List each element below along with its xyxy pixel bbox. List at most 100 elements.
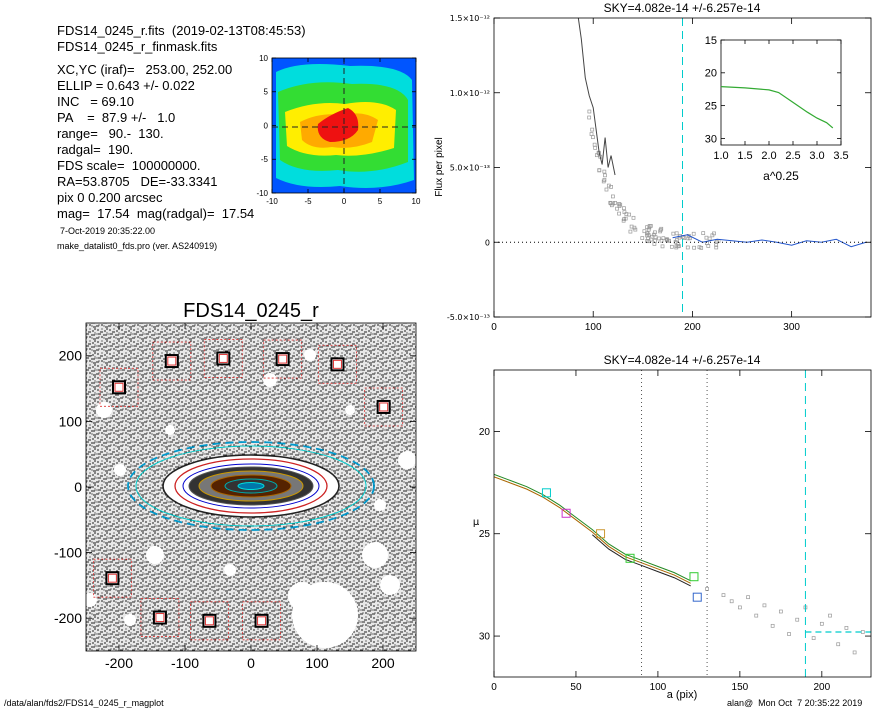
y-tick-label: 200 (59, 348, 83, 364)
y-tick-label: 5 (264, 88, 269, 97)
x-tick-label: 0 (342, 197, 347, 206)
mask-source-inner (155, 613, 165, 623)
inset-axes: 1.0 1.5 2.0 2.5 3.0 3.5 15 20 25 30 (705, 35, 849, 162)
radgal-ellipse (127, 441, 375, 531)
flux-point (677, 244, 681, 248)
flux-point (714, 245, 719, 250)
x-tick-label: 200 (371, 655, 395, 671)
x-tick-label: 1.5 (737, 150, 752, 162)
mu-square (596, 529, 606, 539)
mu-point (762, 603, 767, 608)
mag-line: mag= 17.54 mag(radgal)= 17.54 (57, 206, 255, 221)
y-tick-label: 0 (485, 238, 490, 247)
flux-point (714, 239, 719, 244)
mu-point (860, 630, 865, 634)
y-tick-label: 1.0×10⁻¹² (450, 89, 490, 98)
flux-point (617, 202, 621, 206)
flux-point (685, 245, 690, 250)
flux-point (592, 142, 597, 147)
mu-profile-orange (494, 476, 691, 584)
flux-inset: 1.0 1.5 2.0 2.5 3.0 3.5 15 20 25 30 a^0.25 (705, 35, 849, 183)
mask-source-inner (114, 382, 124, 392)
flux-point (590, 127, 595, 132)
flux-point (622, 206, 626, 211)
mu-scatter (705, 587, 865, 655)
mask-box (203, 339, 243, 378)
mask-box (99, 367, 139, 407)
flux-axes: 0 100 200 300-5.0×10⁻¹³05.0×10⁻¹³1.0×10⁻¹²1… (447, 14, 871, 333)
mask-source-inner (332, 359, 342, 369)
outer-isophote (135, 445, 367, 527)
x-tick-label: 0 (247, 655, 255, 671)
flux-title: SKY=4.082e-14 +/-6.257e-14 (604, 1, 761, 15)
mu-point (778, 609, 783, 614)
mask-source (105, 571, 120, 586)
x-tick-label: 2.5 (785, 150, 800, 162)
mask-source (254, 613, 269, 628)
flux-point (652, 242, 657, 246)
mu-xlabel: a (pix) (667, 689, 698, 701)
mask-box (242, 601, 281, 641)
mask-source (216, 351, 231, 366)
flux-point (604, 187, 609, 192)
x-tick-label: 50 (570, 682, 582, 693)
y-tick-label: 5.0×10⁻¹³ (450, 164, 490, 173)
flux-point (642, 229, 647, 234)
mu-point (754, 613, 759, 618)
x-tick-label: 0 (491, 322, 497, 333)
mu-square (689, 572, 699, 582)
mask-source (275, 352, 290, 367)
flux-point (671, 231, 676, 236)
y-tick-label: -5 (261, 155, 269, 164)
mask-blobs (86, 349, 416, 648)
flux-point (701, 231, 706, 236)
x-tick-label: 3.5 (833, 150, 848, 162)
mask-box (190, 601, 229, 641)
flux-point (697, 245, 702, 250)
flux-point (682, 236, 687, 240)
flux-point (597, 168, 602, 172)
map-level-red (317, 108, 359, 142)
flux-point (627, 212, 632, 217)
flux-point (628, 229, 633, 234)
mu-profile-green (494, 473, 691, 582)
flux-point (613, 200, 617, 205)
mask-source-inner (167, 356, 177, 366)
y-tick-label: -100 (54, 545, 82, 561)
flux-point (622, 217, 626, 221)
mu-profile-black (592, 534, 691, 587)
mu-range-lines (641, 370, 708, 677)
x-tick-label: 1.0 (713, 150, 728, 162)
mask-box (318, 344, 357, 384)
mask-source-inner (379, 402, 389, 412)
mu-panel: SKY=4.082e-14 +/-6.257e-14 μ a (pix) 0 50… (473, 353, 872, 701)
flux-point (660, 244, 665, 249)
x-tick-label: 200 (813, 682, 830, 693)
x-tick-label: 100 (650, 682, 667, 693)
inc-line: INC = 69.10 (57, 94, 134, 109)
flux-point (633, 227, 638, 232)
image-axes: -200 -100 0 100 200 -200 -100 0 100 200 (54, 323, 416, 671)
mu-point (787, 632, 791, 636)
mu-point (836, 642, 841, 647)
mu-squares (541, 488, 702, 602)
mu-axes: 0 50 100 150 200 20 25 30 (479, 370, 871, 693)
mask-box (152, 341, 192, 381)
mu-point (746, 595, 750, 600)
x-tick-label: -100 (171, 655, 199, 671)
x-tick-label: 5 (378, 197, 383, 206)
footer-path: /data/alan/fds2/FDS14_0245_r_magplot (4, 698, 164, 708)
mu-point (721, 593, 726, 597)
flux-point (653, 230, 657, 235)
mask-source (202, 613, 217, 628)
radec-line: RA=53.8705 DE=-33.3341 (57, 174, 218, 189)
date-line: 7-Oct-2019 20:35:22.00 (60, 226, 156, 236)
y-tick-label: 25 (479, 529, 491, 540)
flux-point (611, 194, 615, 199)
flux-point (617, 204, 622, 208)
mu-square (541, 488, 551, 498)
mu-square (692, 592, 702, 602)
mask-source-inner (257, 616, 267, 626)
mask-source (164, 354, 179, 369)
mask-source (112, 380, 126, 395)
